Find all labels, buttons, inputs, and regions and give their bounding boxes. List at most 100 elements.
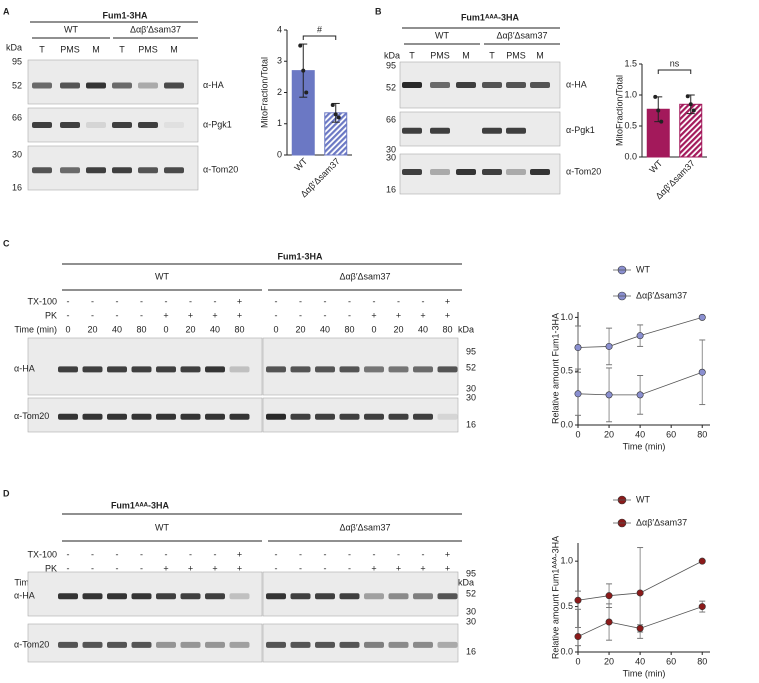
data-point	[574, 596, 582, 604]
marker-label: 95	[386, 60, 396, 70]
band	[205, 641, 225, 648]
lane-value: -	[189, 549, 192, 559]
band	[32, 122, 52, 128]
band	[229, 413, 250, 420]
lane-label: T	[409, 50, 415, 60]
lane-value: -	[116, 549, 119, 559]
band	[107, 413, 127, 420]
y-tick-label: 0	[277, 149, 282, 159]
data-point	[698, 603, 706, 611]
panel-title: Fum1ᴬᴬᴬ-3HA	[111, 500, 170, 510]
band	[388, 413, 409, 420]
lane-value: +	[420, 310, 425, 320]
marker-label: 52	[12, 80, 22, 90]
x-tick-label: 20	[604, 429, 614, 439]
band	[437, 593, 458, 600]
lane-value: 80	[234, 324, 244, 334]
lane-value: -	[67, 563, 70, 573]
lane-label: PMS	[60, 44, 80, 54]
y-tick-label: 1	[277, 118, 282, 128]
band	[364, 366, 384, 373]
marker-label: 16	[466, 419, 476, 429]
lane-label: PMS	[138, 44, 158, 54]
legend-label: Δαβ′Δsam37	[636, 290, 687, 300]
lane-value: -	[165, 549, 168, 559]
antibody-label: α-Tom20	[566, 166, 601, 176]
annotation: #	[317, 24, 322, 34]
lane-label: M	[462, 50, 470, 60]
lane-value: -	[348, 563, 351, 573]
lane-value: +	[396, 563, 401, 573]
band	[402, 169, 422, 175]
band	[290, 641, 311, 648]
band	[82, 366, 103, 373]
x-tick-label: 40	[635, 429, 645, 439]
marker-label: 95	[466, 568, 476, 578]
band	[180, 366, 201, 373]
lane-value: -	[275, 563, 278, 573]
condition-label: PK	[45, 310, 57, 320]
band	[131, 413, 152, 420]
panel-title: Fum1-3HA	[102, 10, 148, 20]
lane-value: -	[91, 549, 94, 559]
blot	[27, 59, 199, 105]
y-tick-label: 0.5	[560, 601, 573, 611]
y-tick-label: 1.5	[624, 58, 637, 68]
band	[180, 593, 201, 600]
group-label: WT	[155, 522, 169, 532]
marker-label: 30	[12, 149, 22, 159]
kda-label: kDa	[458, 324, 474, 334]
marker-label: 30	[466, 383, 476, 393]
lane-value: -	[140, 310, 143, 320]
group-label: WT	[435, 30, 449, 40]
lane-value: -	[299, 296, 302, 306]
data-point	[605, 342, 613, 350]
band	[413, 413, 433, 420]
y-tick-label: 0.0	[624, 151, 637, 161]
lane-value: 20	[185, 324, 195, 334]
band	[112, 167, 132, 174]
band	[402, 82, 422, 88]
group-label: Δαβ′Δsam37	[339, 522, 390, 532]
data-point	[605, 618, 613, 626]
x-tick-label: 60	[666, 656, 676, 666]
marker-label: 52	[466, 362, 476, 372]
y-tick-label: 0.5	[624, 120, 637, 130]
lane-label: M	[170, 44, 178, 54]
y-tick-label: 0.0	[560, 646, 573, 656]
antibody-label: α-Tom20	[203, 165, 238, 175]
lane-value: 80	[136, 324, 146, 334]
marker-label: 16	[386, 184, 396, 194]
lane-value: +	[445, 310, 450, 320]
data-point	[605, 391, 613, 399]
antibody-label: α-HA	[14, 364, 35, 374]
lane-label: PMS	[506, 50, 526, 60]
lane-value: +	[163, 563, 168, 573]
band	[482, 82, 502, 88]
band	[138, 82, 158, 89]
band	[229, 593, 250, 600]
lane-value: -	[422, 296, 425, 306]
lane-value: -	[116, 310, 119, 320]
lane-value: +	[188, 563, 193, 573]
data-point	[636, 391, 644, 399]
band	[58, 413, 78, 420]
marker-label: 66	[386, 114, 396, 124]
kda-label: kDa	[384, 50, 400, 60]
x-axis-label: Time (min)	[623, 441, 666, 451]
y-axis-label: MitoFraction/Total	[259, 57, 269, 128]
lane-value: -	[91, 310, 94, 320]
band	[364, 593, 384, 600]
kda-label: kDa	[6, 42, 22, 52]
band	[205, 413, 225, 420]
lane-value: -	[348, 549, 351, 559]
significance-bracket	[657, 69, 692, 74]
antibody-label: α-Tom20	[14, 411, 49, 421]
x-tick-label: WT	[292, 156, 309, 173]
lane-value: +	[237, 296, 242, 306]
data-point	[636, 332, 644, 340]
y-tick-label: 3	[277, 56, 282, 66]
band	[266, 366, 286, 373]
band	[180, 641, 201, 648]
x-tick-label: 60	[666, 429, 676, 439]
